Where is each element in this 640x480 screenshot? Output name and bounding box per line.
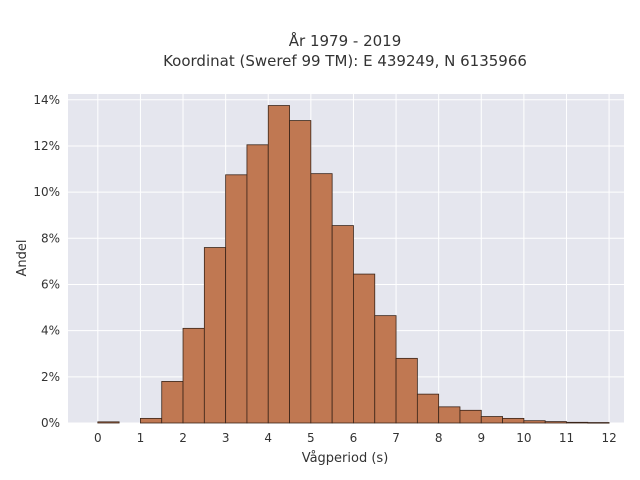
- histogram-bar: [480, 416, 503, 424]
- histogram-bar: [353, 273, 376, 424]
- histogram-bar: [246, 144, 269, 424]
- histogram-bar: [310, 173, 333, 424]
- x-tick-label: 9: [477, 431, 485, 445]
- x-tick-label: 11: [559, 431, 574, 445]
- histogram-bar: [182, 327, 205, 424]
- histogram-bar: [267, 105, 290, 424]
- histogram-bar: [161, 381, 184, 424]
- chart-title-line-1: År 1979 - 2019: [289, 31, 402, 50]
- x-tick-label: 1: [137, 431, 145, 445]
- y-tick-label: 10%: [33, 185, 60, 199]
- histogram-bar: [374, 315, 397, 424]
- histogram-bar: [502, 417, 525, 424]
- histogram-bar: [140, 417, 163, 424]
- y-tick-label: 14%: [33, 93, 60, 107]
- histogram-bar: [416, 393, 440, 424]
- x-axis-ticks: 0 1 2 3 4 5 6 7 8 9 10 11 12: [94, 431, 617, 445]
- histogram-bar: [523, 420, 546, 424]
- histogram-bar: [544, 421, 567, 424]
- histogram-bar: [395, 357, 418, 424]
- y-axis-ticks: 0% 2% 4% 6% 8% 10% 12% 14%: [33, 93, 60, 430]
- x-tick-label: 2: [179, 431, 187, 445]
- x-tick-label: 4: [264, 431, 272, 445]
- x-tick-label: 6: [350, 431, 358, 445]
- x-tick-label: 5: [307, 431, 315, 445]
- histogram-bars: [97, 105, 610, 424]
- histogram-bar: [289, 120, 312, 424]
- y-tick-label: 6%: [41, 277, 60, 291]
- x-tick-label: 7: [392, 431, 400, 445]
- x-tick-label: 12: [601, 431, 616, 445]
- histogram-bar: [566, 421, 589, 424]
- y-tick-label: 2%: [41, 370, 60, 384]
- x-axis-label: Vågperiod (s): [302, 451, 389, 466]
- histogram-bar: [331, 225, 354, 424]
- histogram-bar: [203, 247, 227, 424]
- histogram-bar: [587, 422, 610, 424]
- histogram-bar: [438, 406, 461, 424]
- y-tick-label: 12%: [33, 139, 60, 153]
- x-tick-label: 10: [516, 431, 531, 445]
- y-axis-label: Andel: [15, 240, 30, 277]
- y-tick-label: 4%: [41, 324, 60, 338]
- x-tick-label: 3: [222, 431, 230, 445]
- x-tick-label: 0: [94, 431, 102, 445]
- x-tick-label: 8: [435, 431, 443, 445]
- y-tick-label: 8%: [41, 231, 60, 245]
- histogram-bar: [225, 174, 248, 424]
- histogram-bar: [459, 409, 482, 424]
- histogram-bar: [97, 421, 120, 424]
- chart-title-line-2: Koordinat (Sweref 99 TM): E 439249, N 61…: [163, 52, 527, 70]
- y-tick-label: 0%: [41, 416, 60, 430]
